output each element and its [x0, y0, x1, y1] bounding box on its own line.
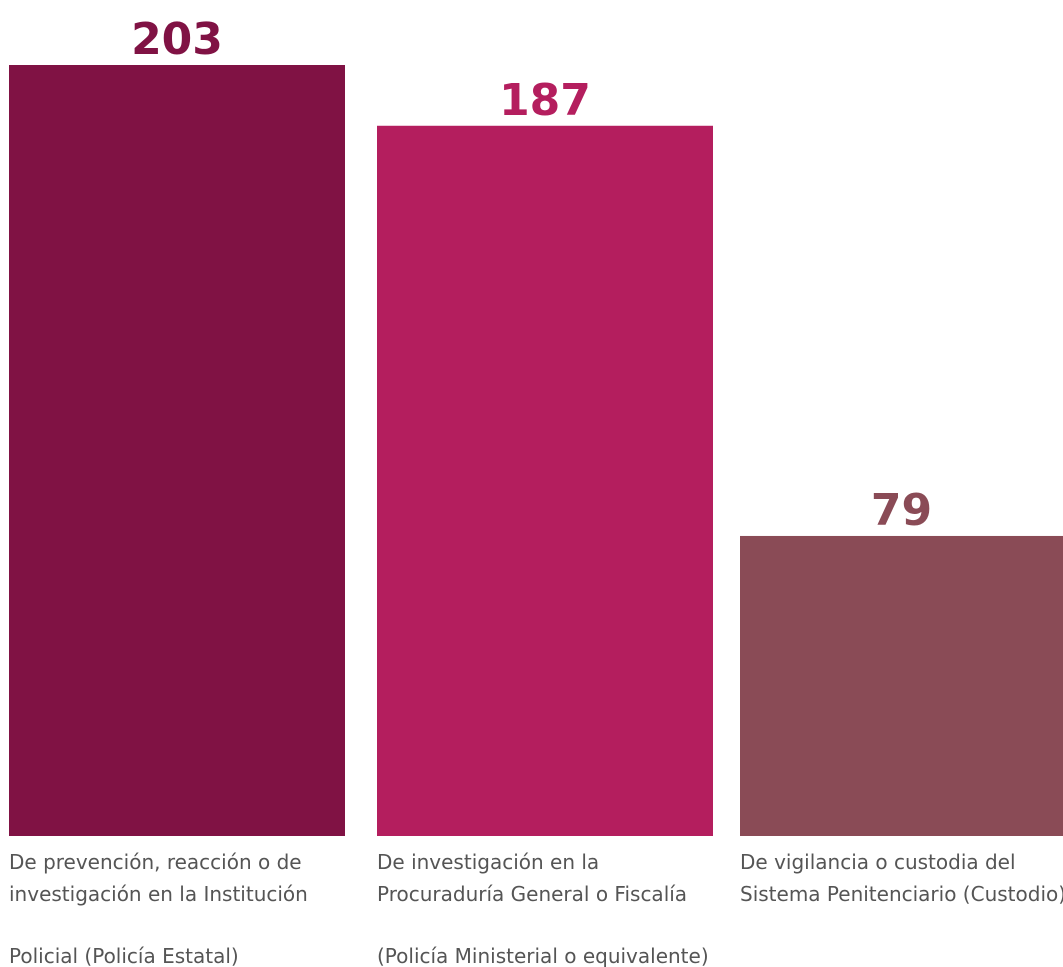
value-label-1: 203: [131, 14, 223, 65]
bar-3: [740, 535, 1063, 836]
value-labels-group: 203 187 79: [131, 14, 932, 536]
value-label-3: 79: [871, 485, 932, 536]
category-label-3-line-2: Sistema Penitenciario (Custodio): [740, 882, 1063, 906]
value-label-2: 187: [499, 75, 591, 126]
category-label-1-line-2: investigación en la Institución: [9, 882, 308, 906]
bar-1: [9, 65, 345, 836]
category-label-1-line-1: De prevención, reacción o de: [9, 850, 302, 874]
bar-2: [377, 125, 713, 836]
category-label-3-line-1: De vigilancia o custodia del: [740, 850, 1016, 874]
category-labels-group: De prevención, reacción o de investigació…: [9, 850, 1063, 967]
category-label-2-line-1: De investigación en la: [377, 850, 599, 874]
bars-group: [9, 65, 1063, 836]
category-label-2-line-3: (Policía Ministerial o equivalente): [377, 944, 709, 967]
category-label-1-line-3: Policial (Policía Estatal): [9, 944, 239, 967]
category-label-2-line-2: Procuraduría General o Fiscalía: [377, 882, 687, 906]
